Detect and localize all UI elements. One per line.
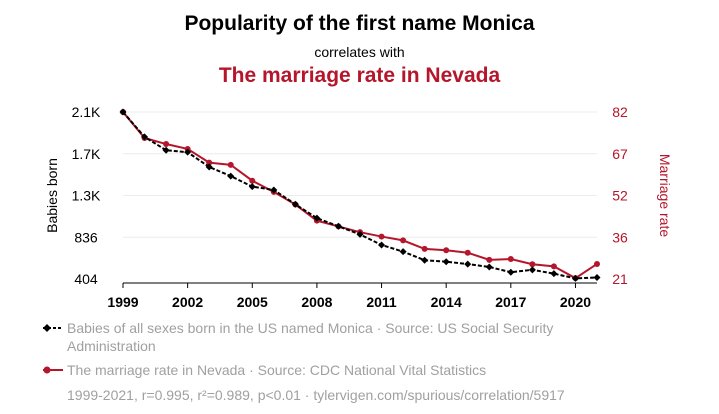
series-point-nevada <box>400 237 407 244</box>
series-point-monica <box>464 260 472 268</box>
series-point-nevada <box>249 177 256 184</box>
series-point-monica <box>593 273 601 281</box>
series-point-monica <box>141 133 149 141</box>
left-tick-label: 404 <box>74 271 98 287</box>
series-point-nevada <box>507 256 514 263</box>
series-point-nevada <box>206 159 213 166</box>
left-tick-label: 1.7K <box>72 146 101 162</box>
x-tick-label: 2014 <box>431 294 462 310</box>
series-point-monica <box>421 256 429 264</box>
series-point-monica <box>334 222 342 230</box>
series-point-monica <box>378 241 386 249</box>
series-point-monica <box>119 108 127 116</box>
right-tick-label: 82 <box>612 104 628 120</box>
x-tick-label: 2002 <box>172 294 203 310</box>
series-point-monica <box>248 183 256 191</box>
right-tick-label: 52 <box>612 188 628 204</box>
x-tick-label: 2020 <box>560 294 591 310</box>
series-point-nevada <box>550 263 557 270</box>
chart-connector: correlates with <box>314 44 405 60</box>
series-point-nevada <box>486 256 493 263</box>
left-tick-label: 2.1K <box>72 104 101 120</box>
x-tick-label: 2017 <box>495 294 526 310</box>
series-point-monica <box>507 268 515 276</box>
left-axis-title: Babies born <box>44 158 60 233</box>
series-point-monica <box>528 266 536 274</box>
series-point-monica <box>205 163 213 171</box>
series-point-nevada <box>464 249 471 256</box>
legend-marker-red-circle <box>43 366 63 374</box>
x-tick-label: 2008 <box>301 294 332 310</box>
series-point-monica <box>227 172 235 180</box>
series-point-nevada <box>421 245 428 252</box>
series-point-monica <box>313 214 321 222</box>
right-tick-label: 36 <box>612 229 628 245</box>
footer-stats: 1999-2021, r=0.995, r²=0.989, p<0.01 · t… <box>67 387 565 403</box>
legend-label-nevada: The marriage rate in Nevada · Source: CD… <box>67 362 487 378</box>
series-point-nevada <box>378 233 385 240</box>
series-point-nevada <box>529 261 536 268</box>
series-point-monica <box>184 148 192 156</box>
series-point-monica <box>485 263 493 271</box>
legend-marker-dashed-diamond <box>43 324 63 332</box>
series-point-monica <box>571 274 579 282</box>
series-point-monica <box>442 258 450 266</box>
series-point-monica <box>291 200 299 208</box>
right-tick-label: 21 <box>612 271 628 287</box>
x-tick-label: 2005 <box>237 294 268 310</box>
right-axis-title: Marriage rate <box>657 154 673 237</box>
x-tick-label: 2011 <box>366 294 397 310</box>
series-point-nevada <box>163 141 170 148</box>
legend-label-monica: Babies of all sexes born in the US named… <box>67 320 554 354</box>
series-point-monica <box>399 248 407 256</box>
left-tick-label: 1.3K <box>72 188 101 204</box>
series-point-monica <box>356 230 364 238</box>
chart-title: Popularity of the first name Monica <box>184 12 535 35</box>
left-tick-label: 836 <box>74 229 98 245</box>
series-point-monica <box>550 270 558 278</box>
series-point-nevada <box>594 260 600 267</box>
x-tick-label: 1999 <box>107 294 138 310</box>
series-point-monica <box>162 146 170 154</box>
series-point-nevada <box>443 247 450 254</box>
series-point-monica <box>270 186 278 194</box>
series-point-nevada <box>227 161 234 168</box>
chart-subtitle: The marriage rate in Nevada <box>218 64 501 87</box>
right-tick-label: 67 <box>612 146 628 162</box>
